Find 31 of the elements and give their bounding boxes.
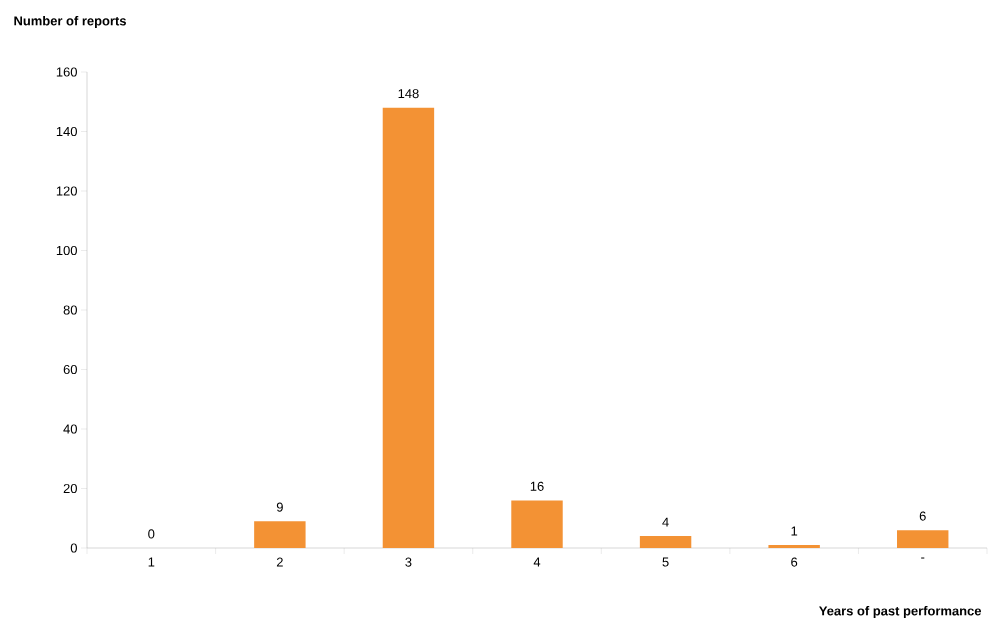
y-tick-label: 60 <box>63 364 77 375</box>
x-axis-title: Years of past performance <box>819 605 982 619</box>
bar <box>254 521 306 548</box>
y-tick-label: 120 <box>56 186 77 196</box>
data-label: 16 <box>530 481 544 491</box>
bar <box>511 500 563 548</box>
y-tick-label: 0 <box>70 543 77 553</box>
x-tick-label: 3 <box>405 557 412 567</box>
data-label: 4 <box>662 517 669 527</box>
x-tick-label: 6 <box>791 557 798 567</box>
y-tick-label: 40 <box>63 424 77 434</box>
y-tick-label: 140 <box>56 126 77 137</box>
x-tick-label: 2 <box>276 557 283 567</box>
data-label: 6 <box>919 511 926 521</box>
data-label: 0 <box>148 529 155 539</box>
y-tick-label: 20 <box>63 483 77 494</box>
y-tick-label: 100 <box>56 245 77 256</box>
data-label: 1 <box>791 526 798 536</box>
bar <box>639 536 692 548</box>
x-tick-label: 1 <box>148 557 155 567</box>
y-tick-label: 80 <box>63 305 77 315</box>
x-tick-label: 4 <box>533 557 541 567</box>
bar <box>382 107 435 548</box>
bar <box>768 545 820 548</box>
data-label: 9 <box>276 502 283 512</box>
y-tick-label: 160 <box>56 67 77 77</box>
y-axis-title: Number of reports <box>14 15 126 29</box>
x-tick-label: 5 <box>662 557 669 567</box>
bar <box>897 530 949 548</box>
x-tick-label: - <box>921 557 925 559</box>
data-label: 148 <box>398 89 419 99</box>
